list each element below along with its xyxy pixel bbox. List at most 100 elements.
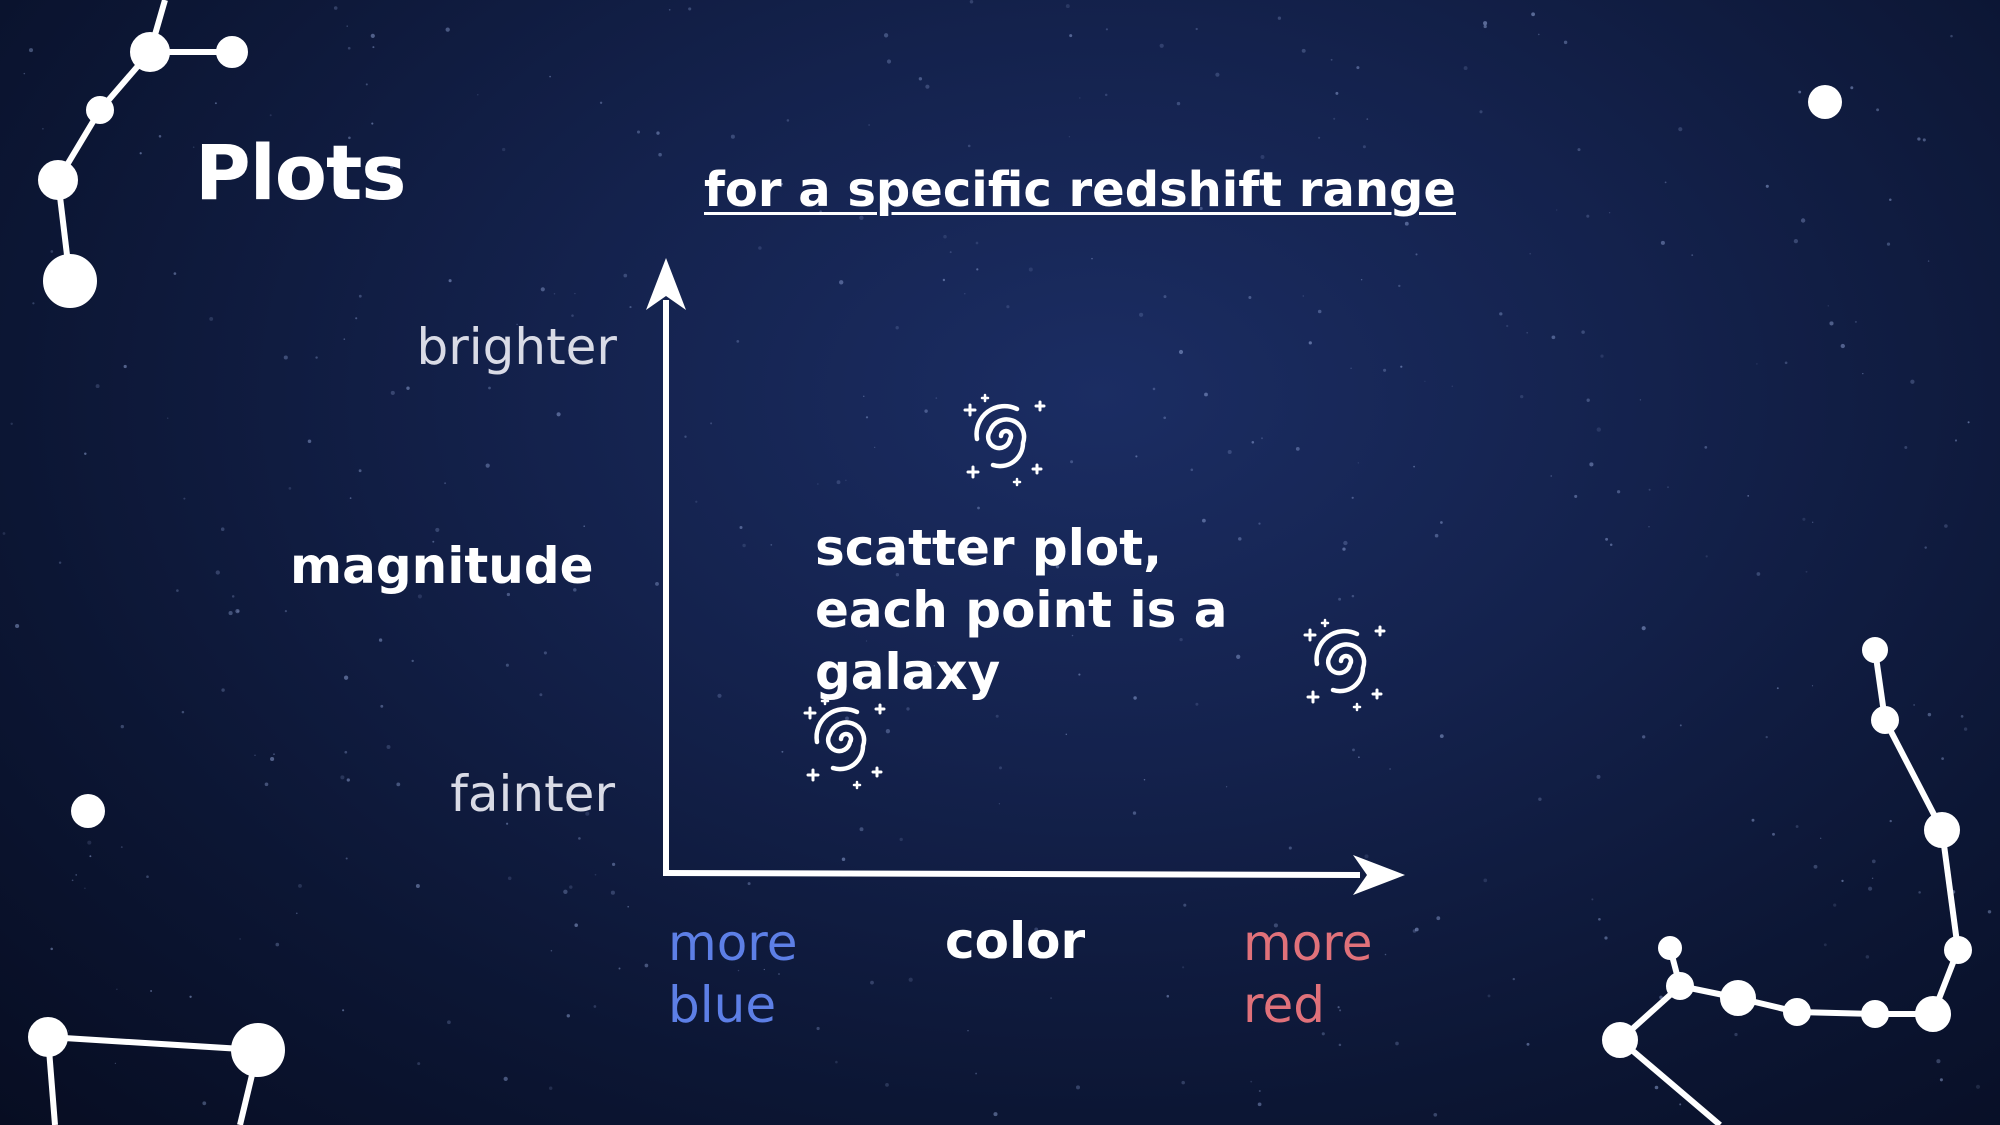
star-speck [1811, 685, 1814, 687]
star-speck [32, 302, 35, 305]
star-speck [748, 1009, 753, 1013]
star-speck [273, 753, 275, 755]
star-speck [1795, 825, 1799, 828]
star-speck [668, 8, 671, 11]
star-speck [270, 756, 275, 762]
star-speck [1800, 218, 1806, 223]
star-speck [220, 527, 225, 531]
star-speck [1273, 923, 1278, 928]
star-speck [1918, 891, 1921, 894]
star-speck [1483, 21, 1488, 26]
star-speck [684, 1018, 688, 1023]
star-speck [1070, 460, 1074, 464]
star-speck [993, 1112, 998, 1117]
star-speck [1704, 446, 1708, 449]
star-speck [1028, 267, 1033, 272]
star-speck [949, 251, 952, 254]
star-speck [1960, 715, 1964, 718]
star-speck [488, 386, 491, 390]
star-speck [1204, 392, 1208, 397]
star-speck [612, 862, 616, 867]
star-speck [1941, 757, 1944, 760]
star-speck [370, 33, 375, 39]
star-speck [1260, 437, 1264, 440]
star-speck [618, 967, 621, 970]
star-speck [477, 94, 479, 96]
star-speck [516, 323, 518, 326]
constellation-bottom-right [1602, 637, 1972, 1125]
star-speck [569, 885, 573, 889]
star-speck [578, 837, 581, 840]
star-speck [1069, 950, 1074, 955]
star-speck [116, 988, 118, 990]
star-speck [1069, 34, 1073, 38]
star-speck [505, 663, 509, 667]
star-speck [417, 1062, 421, 1066]
star-speck [1598, 917, 1601, 921]
star-speck [786, 119, 790, 122]
star-speck [1483, 878, 1488, 883]
star-speck [1765, 735, 1768, 739]
star-speck [503, 1076, 508, 1082]
star-speck [1257, 1102, 1262, 1107]
star-speck [1236, 654, 1241, 659]
star-speck [347, 46, 351, 50]
star-speck [1705, 555, 1708, 558]
star-speck [574, 923, 578, 927]
x-axis-low-label: more blue [668, 914, 798, 1034]
star-speck [333, 6, 338, 10]
star-speck [599, 101, 603, 104]
star-speck [1793, 238, 1799, 244]
x-axis-title: color [945, 912, 1086, 970]
star-speck [1433, 1112, 1438, 1117]
star-speck [1034, 927, 1039, 932]
star-speck [1335, 91, 1339, 95]
star-speck [1068, 136, 1071, 138]
star-speck [636, 130, 641, 134]
star-speck [1734, 1032, 1738, 1037]
star-speck [1608, 212, 1611, 214]
star-speck [214, 102, 217, 105]
star-speck [1641, 626, 1646, 631]
galaxy-icon [795, 690, 895, 790]
star-speck [1440, 521, 1443, 524]
star-speck [378, 638, 383, 642]
star-speck [1384, 953, 1387, 956]
star-speck [1356, 66, 1360, 70]
star-speck [865, 640, 868, 642]
star-speck [283, 355, 288, 360]
star-speck [550, 949, 553, 952]
star-speck [1351, 594, 1355, 598]
star-speck [158, 135, 162, 138]
star-speck [89, 855, 92, 858]
star-speck [1954, 439, 1958, 442]
galaxy-icon [955, 387, 1055, 487]
star-speck [50, 250, 54, 253]
star-speck [1398, 284, 1401, 288]
star-speck [967, 1030, 969, 1032]
star-speck [976, 268, 979, 271]
star-speck [999, 766, 1002, 770]
star-speck [924, 409, 928, 413]
star-speck [1563, 40, 1568, 45]
star-speck [1182, 966, 1185, 969]
star-speck [868, 124, 870, 126]
star-speck [348, 136, 351, 140]
star-speck [1159, 43, 1164, 48]
star-speck [275, 942, 280, 947]
star-speck [1850, 86, 1854, 90]
star-speck [1802, 517, 1806, 521]
star-speck [2, 532, 6, 535]
star-speck [1317, 309, 1322, 314]
star-speck [1415, 253, 1418, 256]
star-speck [189, 995, 192, 998]
star-speck [1302, 295, 1305, 297]
star-speck [1055, 565, 1060, 569]
star-speck [1586, 214, 1590, 218]
star-speck [556, 412, 561, 417]
star-speck [1258, 1089, 1261, 1093]
star-speck [1648, 526, 1650, 528]
star-speck [1439, 734, 1444, 739]
star-speck [684, 435, 687, 438]
